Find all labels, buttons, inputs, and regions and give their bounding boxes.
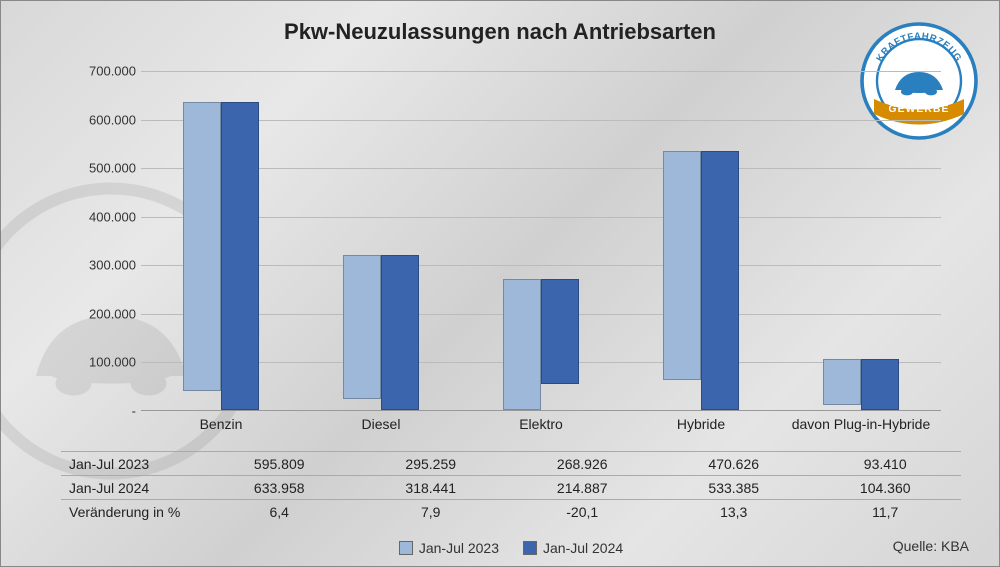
x-axis-category: Hybride	[621, 416, 781, 432]
x-axis-category: Benzin	[141, 416, 301, 432]
bar-group	[621, 151, 781, 410]
bar	[503, 279, 541, 410]
table-cell: 93.410	[809, 456, 961, 472]
bar	[381, 255, 419, 410]
bar	[183, 102, 221, 391]
chart-title: Pkw-Neuzulassungen nach Antriebsarten	[1, 1, 999, 45]
y-axis-label: 100.000	[66, 355, 136, 370]
table-cell: 595.809	[203, 456, 355, 472]
table-cell: 470.626	[658, 456, 810, 472]
bar-group	[781, 359, 941, 410]
table-cell: 533.385	[658, 480, 810, 496]
bar	[343, 255, 381, 398]
chart-legend: Jan-Jul 2023 Jan-Jul 2024	[61, 540, 961, 556]
table-cell: 104.360	[809, 480, 961, 496]
y-axis-label: 400.000	[66, 209, 136, 224]
row-label: Jan-Jul 2024	[61, 480, 203, 496]
y-axis-label: 200.000	[66, 306, 136, 321]
x-axis-category: Diesel	[301, 416, 461, 432]
bar-chart: -100.000200.000300.000400.000500.000600.…	[61, 61, 961, 411]
table-row: Jan-Jul 2024633.958318.441214.887533.385…	[61, 475, 961, 499]
bar-group	[141, 102, 301, 410]
bar-group	[461, 279, 621, 410]
table-cell: 295.259	[355, 456, 507, 472]
table-cell: 11,7	[809, 504, 961, 520]
y-axis-label: 600.000	[66, 112, 136, 127]
y-axis-label: -	[66, 404, 136, 419]
bar	[541, 279, 579, 383]
data-table: Jan-Jul 2023595.809295.259268.926470.626…	[61, 451, 961, 523]
bar	[701, 151, 739, 410]
y-axis-label: 700.000	[66, 64, 136, 79]
table-cell: 268.926	[506, 456, 658, 472]
row-label: Veränderung in %	[61, 504, 203, 520]
bar	[823, 359, 861, 404]
legend-label: Jan-Jul 2023	[419, 540, 499, 556]
y-axis-label: 300.000	[66, 258, 136, 273]
legend-swatch	[399, 541, 413, 555]
table-cell: -20,1	[506, 504, 658, 520]
gridline	[141, 71, 941, 72]
legend-swatch	[523, 541, 537, 555]
table-cell: 13,3	[658, 504, 810, 520]
legend-item: Jan-Jul 2024	[523, 540, 623, 556]
source-label: Quelle: KBA	[893, 538, 969, 554]
row-label: Jan-Jul 2023	[61, 456, 203, 472]
table-row: Jan-Jul 2023595.809295.259268.926470.626…	[61, 451, 961, 475]
table-row: Veränderung in %6,47,9-20,113,311,7	[61, 499, 961, 523]
legend-label: Jan-Jul 2024	[543, 540, 623, 556]
bar-group	[301, 255, 461, 410]
table-cell: 6,4	[203, 504, 355, 520]
table-cell: 7,9	[355, 504, 507, 520]
x-axis-category: Elektro	[461, 416, 621, 432]
bar	[221, 102, 259, 410]
table-cell: 633.958	[203, 480, 355, 496]
table-cell: 214.887	[506, 480, 658, 496]
legend-item: Jan-Jul 2023	[399, 540, 499, 556]
bar	[663, 151, 701, 380]
table-cell: 318.441	[355, 480, 507, 496]
y-axis-label: 500.000	[66, 161, 136, 176]
x-axis-category: davon Plug-in-Hybride	[781, 416, 941, 432]
bar	[861, 359, 899, 410]
